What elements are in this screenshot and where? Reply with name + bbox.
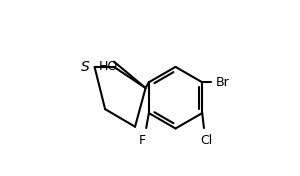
Text: F: F: [139, 134, 146, 147]
Text: Br: Br: [215, 76, 229, 89]
Text: Cl: Cl: [200, 134, 213, 147]
Text: HO: HO: [99, 60, 118, 73]
Text: S: S: [80, 60, 89, 74]
